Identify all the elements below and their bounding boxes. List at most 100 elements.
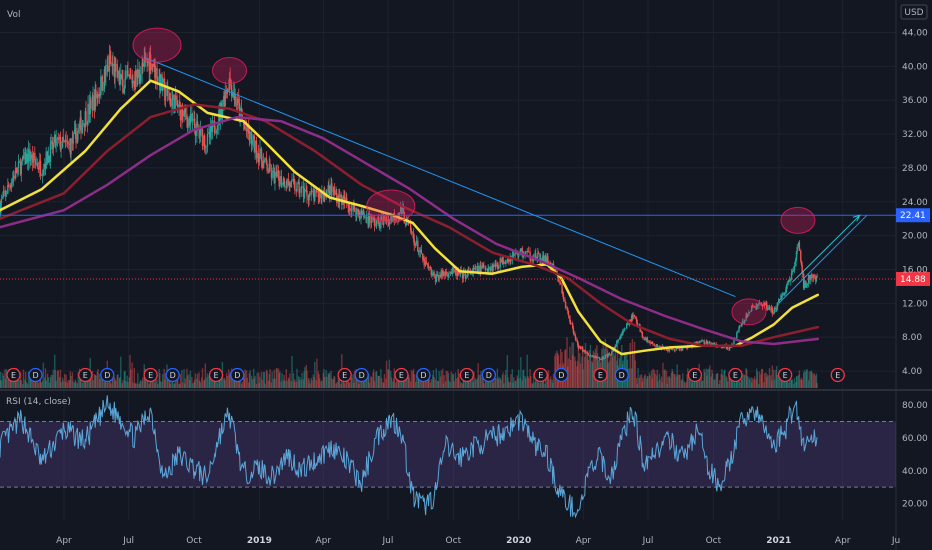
volume-bar — [726, 377, 728, 388]
highlight-ellipse[interactable] — [780, 206, 816, 234]
earnings-marker[interactable] — [337, 367, 352, 383]
volume-bar — [758, 371, 761, 388]
volume-bar — [576, 360, 579, 388]
volume-bar — [358, 376, 361, 388]
dividend-marker[interactable] — [554, 367, 569, 383]
candle-body — [450, 271, 452, 274]
volume-bar — [169, 381, 171, 388]
event-marker-label: D — [104, 371, 110, 380]
dividend-marker[interactable] — [416, 367, 431, 383]
volume-bar — [285, 369, 288, 388]
candle-body — [24, 152, 26, 160]
trend-arrow-head[interactable] — [852, 214, 861, 222]
earnings-marker[interactable] — [728, 367, 743, 383]
candle-body — [186, 114, 188, 120]
candle-body — [79, 117, 81, 125]
volume-bar — [741, 380, 743, 388]
trend-line[interactable] — [778, 214, 868, 304]
candle-body — [613, 346, 616, 349]
candle-body — [594, 356, 597, 358]
earnings-marker[interactable] — [778, 367, 793, 383]
volume-bar — [390, 371, 392, 388]
volume-bar — [407, 374, 410, 388]
candle-body — [59, 136, 62, 150]
candle-body — [223, 95, 225, 106]
candle-body — [559, 280, 561, 284]
dividend-marker[interactable] — [28, 367, 43, 383]
trend-line-layer[interactable] — [145, 57, 868, 304]
currency-badge[interactable]: USD — [900, 4, 928, 20]
volume-bar — [52, 369, 54, 388]
candle-body — [213, 121, 215, 122]
trend-line[interactable] — [145, 57, 736, 298]
volume-bar — [552, 382, 554, 388]
earnings-marker[interactable] — [6, 367, 21, 383]
earnings-marker[interactable] — [394, 367, 409, 383]
earnings-marker[interactable] — [459, 367, 474, 383]
volume-bar — [56, 371, 59, 388]
highlight-ellipse[interactable] — [731, 298, 767, 326]
highlight-ellipse[interactable] — [212, 57, 248, 85]
earnings-marker[interactable] — [593, 367, 608, 383]
candle-body — [203, 135, 205, 146]
volume-bar — [34, 376, 36, 388]
volume-bar — [432, 375, 434, 388]
volume-bar — [327, 373, 329, 388]
volume-bar — [591, 361, 593, 388]
earnings-marker[interactable] — [208, 367, 224, 383]
volume-bar — [637, 368, 639, 388]
candle-body — [295, 190, 297, 192]
candle-body — [244, 126, 246, 130]
volume-bar — [413, 373, 415, 388]
volume-bar — [178, 383, 180, 388]
rsi-title[interactable]: RSI (14, close) — [6, 397, 71, 407]
dividend-marker[interactable] — [354, 367, 369, 383]
candle-body — [514, 253, 516, 256]
candle-body — [9, 186, 11, 188]
earnings-marker[interactable] — [830, 367, 845, 383]
candle-body — [209, 126, 212, 138]
volume-bar — [291, 355, 293, 388]
candle-body — [438, 275, 440, 280]
volume-bar — [476, 378, 479, 388]
volume-indicator-label[interactable]: Vol — [7, 10, 20, 20]
earnings-marker[interactable] — [533, 367, 548, 383]
dividend-marker[interactable] — [481, 367, 497, 383]
annotation-circle-layer[interactable] — [132, 27, 816, 326]
candle-body — [455, 269, 457, 277]
volume-bar — [135, 382, 137, 388]
candle-body — [736, 331, 739, 333]
volume-bar — [736, 378, 739, 388]
volume-bar — [738, 382, 741, 388]
earnings-marker[interactable] — [78, 367, 93, 383]
candle-body — [532, 259, 534, 261]
earnings-marker[interactable] — [687, 367, 703, 383]
candle-body — [122, 79, 124, 94]
dividend-marker[interactable] — [230, 367, 245, 383]
highlight-ellipse[interactable] — [132, 27, 182, 63]
candle-body — [31, 154, 34, 163]
candle-body — [328, 185, 330, 186]
candle-body — [164, 82, 166, 101]
earnings-marker[interactable] — [143, 367, 158, 383]
candle-body — [308, 194, 310, 201]
candle-body — [95, 90, 97, 99]
candle-body — [297, 181, 300, 183]
volume-bar — [552, 373, 555, 388]
volume-bar — [604, 338, 607, 388]
dividend-marker[interactable] — [165, 367, 180, 383]
trend-line[interactable] — [791, 214, 861, 283]
volume-bar — [788, 382, 790, 388]
dividend-marker[interactable] — [614, 367, 629, 383]
candle-body — [756, 305, 758, 310]
time-tick-label: 2020 — [506, 536, 531, 546]
highlight-ellipse[interactable] — [366, 189, 416, 223]
candle-body — [330, 183, 332, 196]
dividend-marker[interactable] — [100, 367, 115, 383]
volume-bar — [409, 381, 412, 388]
event-marker-label: E — [213, 371, 218, 380]
volume-bar — [326, 376, 328, 388]
volume-bar — [309, 383, 311, 388]
